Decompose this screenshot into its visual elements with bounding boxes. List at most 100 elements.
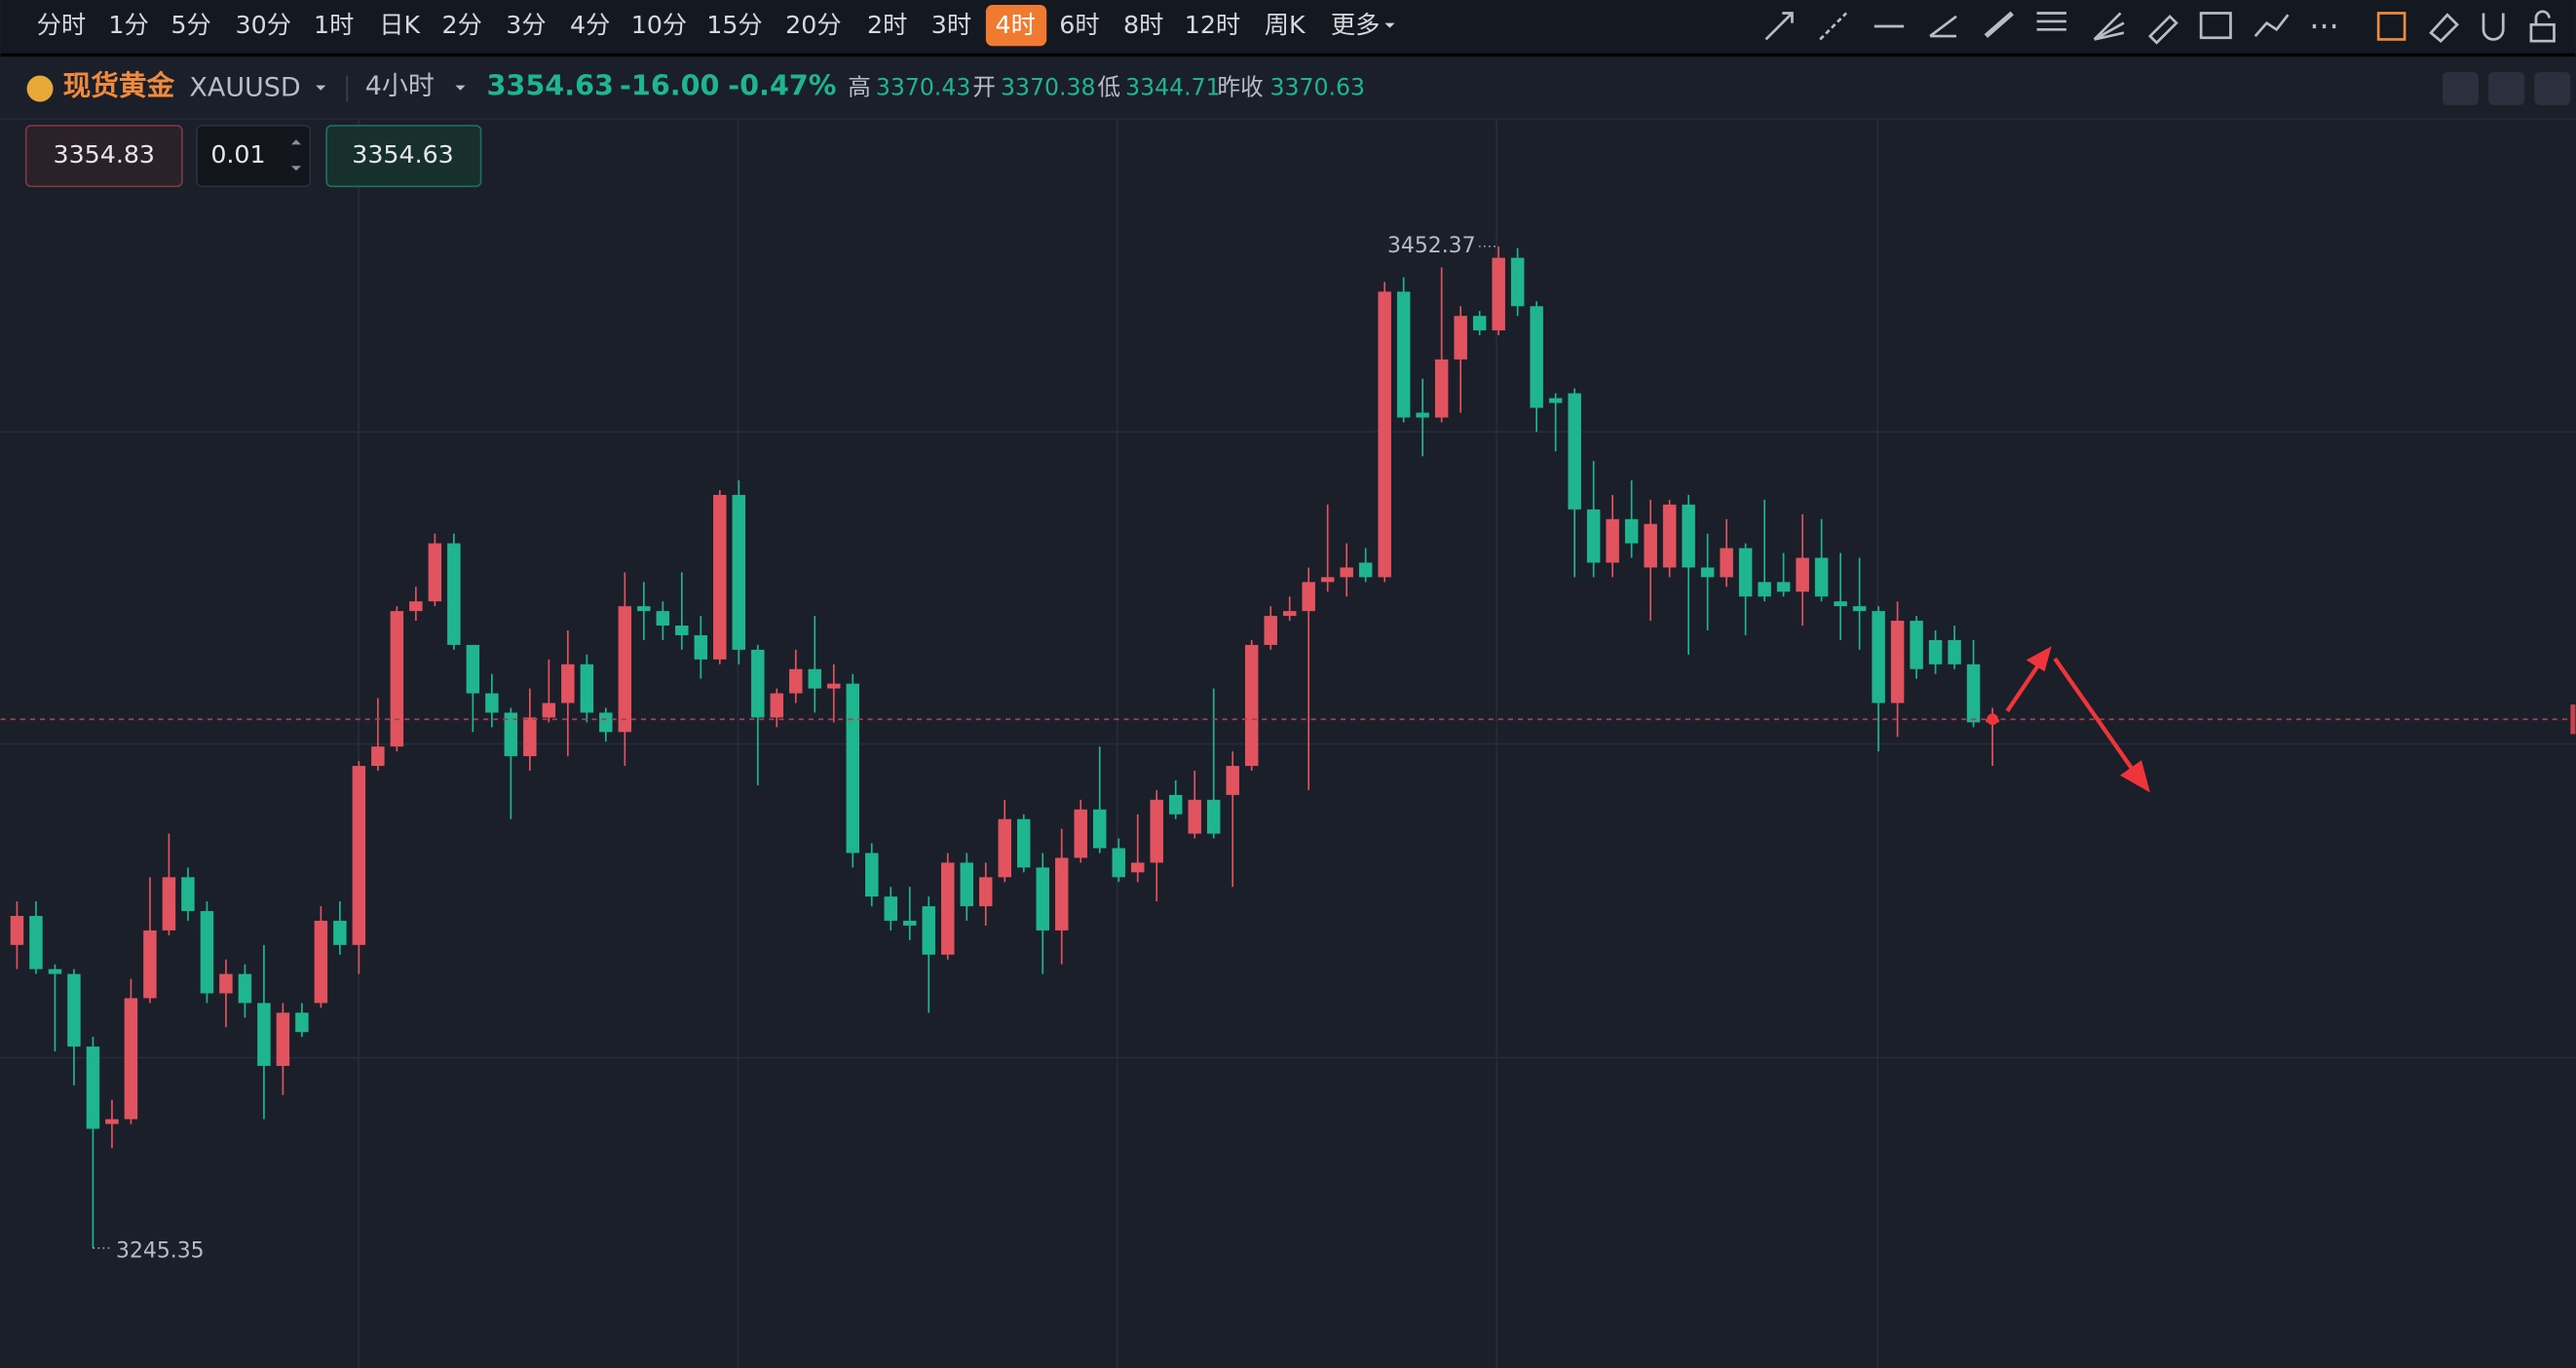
stat-value: 3344.71 (1125, 74, 1221, 101)
candle-body (1530, 306, 1543, 408)
arrow-up (2005, 659, 2044, 712)
candle-body (1796, 557, 1809, 592)
candle-body (1586, 509, 1601, 563)
candle-body (1910, 621, 1923, 669)
candle-body (504, 712, 518, 757)
period-tab[interactable]: 10分 (631, 11, 687, 39)
extended-line-tool[interactable] (1819, 12, 1848, 41)
candle-body (941, 862, 955, 955)
period-tab[interactable]: 6时 (1059, 11, 1099, 39)
candle-body (1282, 611, 1297, 617)
period-tab[interactable]: 周K (1265, 11, 1307, 39)
magnet-tool[interactable] (2481, 13, 2505, 41)
candle-body (751, 649, 765, 718)
quantity-input[interactable] (196, 125, 312, 188)
fib-tool[interactable] (2036, 12, 2066, 31)
quantity[interactable]: 0.01 (210, 140, 265, 169)
eraser-tool[interactable] (2429, 13, 2459, 43)
candle-body (219, 973, 233, 994)
candle-body (1454, 316, 1467, 360)
candle-body (1378, 291, 1391, 578)
candle-body (1036, 867, 1049, 931)
candle-body (1948, 639, 1961, 665)
candle-body (1416, 412, 1429, 418)
candle-body (1738, 548, 1753, 597)
period-tab[interactable]: 12时 (1185, 11, 1240, 39)
candle-body (1682, 504, 1695, 568)
candle-body (428, 543, 442, 602)
buy-price[interactable]: 3354.63 (352, 140, 453, 169)
last-price-marker (2570, 704, 2576, 735)
lock-tool[interactable] (2529, 22, 2556, 43)
period-tab[interactable]: 3时 (931, 11, 971, 39)
ray-tool[interactable] (1764, 12, 1794, 41)
candle-body (637, 606, 651, 612)
period-tab[interactable]: 1分 (108, 11, 148, 39)
candle-body (1834, 601, 1847, 607)
image-tool[interactable] (2199, 12, 2232, 40)
draw-toggle[interactable] (2376, 12, 2406, 41)
candle-body (1206, 799, 1221, 834)
candle-body (485, 693, 499, 713)
price-change-percent: -0.47% (728, 68, 836, 101)
instrument-symbol[interactable]: XAUUSD (189, 73, 300, 103)
header-buttons[interactable] (2442, 72, 2571, 105)
candle-body (580, 664, 594, 713)
candle-body (29, 916, 43, 969)
candle-body (466, 644, 480, 694)
period-tab[interactable]: 4时 (996, 11, 1036, 39)
period-tab[interactable]: 8时 (1123, 11, 1163, 39)
segment-tool[interactable] (1929, 15, 1957, 38)
period-tab[interactable]: 2分 (442, 11, 482, 39)
period-tab[interactable]: 5分 (170, 11, 210, 39)
candle-body (371, 746, 385, 767)
candles: 3452.37 3245.35 (0, 234, 2576, 1263)
indicator-button[interactable] (2442, 72, 2479, 105)
candle-body (998, 818, 1011, 878)
candle-body (1758, 582, 1771, 597)
candle-body (1814, 557, 1829, 597)
candle-body (1092, 809, 1107, 849)
candle-body (333, 920, 347, 945)
period-tab[interactable]: 4分 (570, 11, 610, 39)
period-tab[interactable]: 分时 (37, 11, 87, 39)
annotation-arrows (2005, 646, 2150, 793)
candle-body (1548, 398, 1563, 403)
candle-body (865, 853, 879, 897)
stat-value: 3370.38 (1001, 74, 1096, 101)
period-tab[interactable]: 3分 (506, 11, 546, 39)
candle-body (1226, 766, 1239, 795)
candle-body (618, 606, 632, 733)
pattern-tool[interactable] (2254, 14, 2290, 37)
candle-body (1055, 857, 1069, 931)
sell-price[interactable]: 3354.83 (54, 140, 155, 169)
candle-body (523, 717, 537, 757)
fan-tool[interactable] (2093, 12, 2125, 41)
drawing-tools[interactable] (1764, 10, 2556, 45)
period-tab[interactable]: 15分 (706, 11, 762, 39)
candle-body (808, 668, 822, 689)
period-tab[interactable]: 30分 (236, 11, 291, 39)
pen-tool[interactable] (2147, 14, 2178, 45)
period-tab[interactable]: 日K (379, 11, 421, 39)
instrument-name: 现货黄金 (63, 68, 175, 101)
candle-body (238, 973, 252, 1004)
candle-body (1244, 644, 1259, 767)
settings-button[interactable] (2534, 72, 2571, 105)
period-tab[interactable]: 1时 (314, 11, 354, 39)
more-caret[interactable] (1384, 22, 1395, 28)
interval[interactable]: 4小时 (365, 71, 435, 101)
period-tab[interactable]: 更多 (1331, 11, 1381, 39)
candle-body (732, 494, 746, 650)
buy-box[interactable] (325, 125, 482, 188)
sell-box[interactable] (24, 125, 183, 188)
active-period-bg[interactable] (985, 5, 1047, 47)
period-tab[interactable]: 2时 (867, 11, 907, 39)
draw-button[interactable] (2488, 72, 2525, 105)
period-tab[interactable]: 20分 (785, 11, 841, 39)
candle-body (1890, 621, 1905, 703)
candle-body (181, 877, 195, 912)
trend-tool[interactable] (1984, 11, 2014, 38)
candle-body (827, 683, 841, 689)
